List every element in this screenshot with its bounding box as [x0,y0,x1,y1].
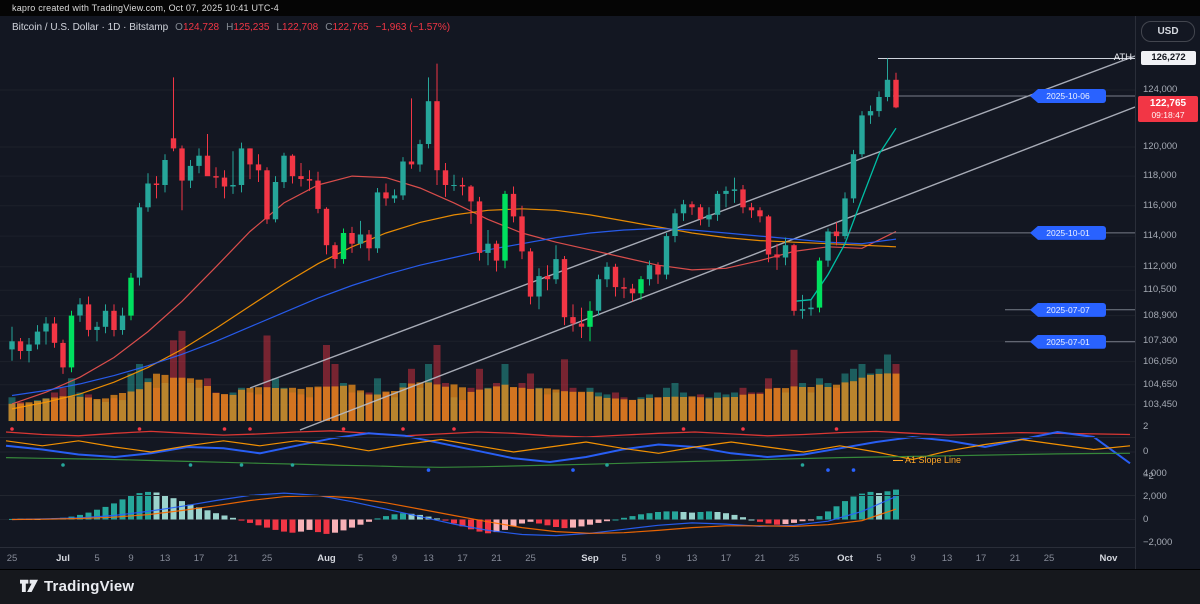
last-price-badge: 122,765 09:18:47 [1138,96,1198,123]
time-tick-5: 5 [94,553,100,564]
time-tick-5: 5 [621,553,627,564]
price-tick-124,000: 124,000 [1143,84,1178,95]
change-value: −1,963 (−1.57%) [375,22,451,33]
last-price-value: 122,765 [1149,98,1187,110]
time-tick-9: 9 [391,553,398,564]
time-tick-17: 17 [720,553,732,564]
a1-pointer-dash [893,459,903,461]
time-tick-Jul: Jul [56,553,70,564]
price-tick-116,000: 116,000 [1143,199,1177,211]
time-tick-13: 13 [423,553,434,564]
symbol-title[interactable]: Bitcoin / U.S. Dollar · 1D · Bitstamp [12,22,169,33]
time-tick-25: 25 [1043,553,1055,564]
time-tick-Nov: Nov [1099,553,1118,564]
price-tick-110,500: 110,500 [1143,284,1177,296]
footer-bar: TradingView [0,569,1200,604]
oscillator-tick-−2: −2 [1143,471,1154,482]
attribution-bar: kapro created with TradingView.com, Oct … [0,0,1200,16]
legend-l-label: L [276,22,283,33]
time-tick-25: 25 [788,553,800,564]
time-tick-13: 13 [159,553,171,564]
tradingview-logo-icon[interactable] [20,579,38,596]
attribution-text: kapro created with TradingView.com, Oct … [12,3,279,13]
legend-c-value: 122,765 [332,22,369,33]
macd-tick-−2,000: −2,000 [1143,536,1173,548]
ray-date-badge: 2025-07-07 [1030,302,1106,317]
symbol-legend[interactable]: Bitcoin / U.S. Dollar · 1D · Bitstamp O12… [12,22,450,38]
currency-toggle-button[interactable]: USD [1141,21,1195,42]
time-tick-17: 17 [457,553,468,564]
price-tick-120,000: 120,000 [1143,140,1178,152]
legend-h-label: H [226,22,234,33]
pane-divider-2[interactable] [0,495,1200,496]
a1-slope-line-label: A1 Slope Line [893,455,961,465]
price-tick-112,000: 112,000 [1143,260,1177,272]
brand-name[interactable]: TradingView [44,578,135,595]
time-tick-21: 21 [491,553,502,564]
time-tick-21: 21 [754,553,766,564]
price-tick-108,900: 108,900 [1143,309,1178,321]
price-tick-106,050: 106,050 [1143,355,1178,367]
oscillator-tick-0: 0 [1143,446,1149,457]
time-tick-21: 21 [1009,553,1021,564]
time-tick-5: 5 [876,553,882,564]
time-tick-5: 5 [357,553,364,564]
time-tick-Sep: Sep [581,553,599,564]
time-tick-9: 9 [910,553,916,564]
price-tick-103,450: 103,450 [1143,398,1178,410]
price-tick-118,000: 118,000 [1143,170,1177,182]
time-tick-Aug: Aug [317,553,336,564]
time-tick-13: 13 [686,553,698,564]
chart-canvas[interactable] [0,16,1135,569]
legend-l-value: 122,708 [282,22,319,33]
ath-label: ATH [1113,52,1132,64]
macd-tick-2,000: 2,000 [1143,490,1167,502]
ray-date-badge: 2025-10-06 [1030,89,1106,104]
bar-countdown: 09:18:47 [1151,110,1185,121]
time-tick-25: 25 [6,553,18,564]
time-tick-9: 9 [128,553,134,564]
time-tick-17: 17 [193,553,205,564]
price-axis[interactable]: USD 126,272 122,765 09:18:47 124,000 120,… [1135,16,1200,569]
price-tick-104,650: 104,650 [1143,378,1178,390]
time-tick-Oct: Oct [837,553,853,564]
time-tick-25: 25 [261,553,273,564]
pane-divider-1[interactable] [0,437,1200,438]
legend-o-value: 124,728 [182,22,220,33]
legend-h-value: 125,235 [233,22,270,33]
ray-date-badge: 2025-10-01 [1030,225,1106,240]
macd-tick-0: 0 [1143,513,1149,525]
legend-o-label: O [175,22,183,33]
time-tick-9: 9 [655,553,661,564]
time-tick-13: 13 [941,553,953,564]
time-tick-17: 17 [975,553,987,564]
macd-tick-4,000: 4,000 [1143,467,1167,479]
ray-date-badge: 2025-07-01 [1030,334,1106,349]
ath-price-badge: 126,272 [1141,51,1196,66]
time-tick-25: 25 [525,553,536,564]
time-tick-21: 21 [227,553,239,564]
price-tick-107,300: 107,300 [1143,335,1178,347]
candlestick-chart[interactable] [0,16,1135,569]
price-tick-114,000: 114,000 [1143,230,1177,242]
legend-c-label: C [325,22,333,33]
time-axis[interactable]: 25 Jul 5 9 13 17 21 25 Aug 5 9 13 17 21 25 Sep 5 9 13 17 21 2… [0,547,1135,570]
oscillator-tick-2: 2 [1143,421,1149,432]
